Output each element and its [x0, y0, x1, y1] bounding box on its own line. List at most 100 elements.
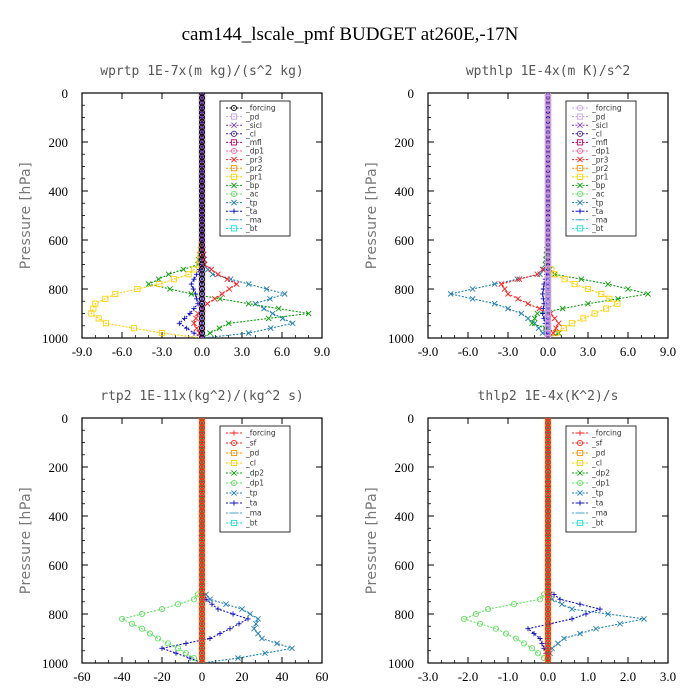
data-point-forcing: [545, 601, 551, 607]
data-point-dp1: [472, 610, 480, 618]
legend-marker: [577, 430, 583, 436]
data-point-ta: [597, 606, 603, 612]
legend-marker: [576, 479, 584, 487]
data-point-forcing: [545, 449, 551, 455]
data-point-bp: [188, 290, 195, 297]
data-point-pr3: [226, 286, 233, 292]
data-area: [447, 93, 651, 338]
data-point-forcing: [545, 616, 551, 622]
data-point-forcing: [545, 528, 551, 534]
data-point-pr1: [551, 271, 558, 278]
data-point-ta: [159, 645, 165, 651]
data-point-bp: [145, 281, 152, 288]
data-point-tp: [223, 601, 229, 608]
data-point-bp: [534, 310, 541, 317]
data-point-ta: [191, 276, 197, 282]
data-point-ta: [569, 616, 575, 622]
data-point-forcing: [199, 513, 205, 519]
data-point-forcing: [199, 621, 205, 627]
legend-label: _tp: [591, 198, 604, 207]
data-point-pr3: [193, 315, 199, 322]
x-tick-label: 3.0: [660, 669, 676, 684]
legend-marker: [576, 104, 584, 112]
x-tick-label: 20: [236, 669, 249, 684]
data-point-tp: [255, 630, 261, 637]
legend-marker: [577, 490, 583, 496]
x-tick-label: -60: [73, 669, 90, 684]
data-point-forcing: [199, 425, 205, 431]
data-point-ta: [577, 601, 583, 607]
data-point-forcing: [545, 591, 551, 597]
data-point-forcing: [199, 498, 205, 504]
data-point-tp: [245, 330, 252, 337]
x-tick-label: -6.0: [458, 344, 479, 359]
data-point-forcing: [199, 655, 205, 661]
data-point-tp: [252, 300, 259, 307]
legend-marker: [576, 113, 584, 120]
data-point-pr3: [550, 330, 557, 337]
legend: _forcing_sf_pd_cl_dp2_dp1_tp_ta_ma_bt: [565, 425, 637, 533]
legend-marker: [577, 500, 583, 506]
data-point-dp1: [484, 606, 492, 613]
legend-marker: [576, 165, 584, 172]
data-point-dp1: [158, 606, 166, 613]
data-point-ta: [173, 650, 179, 656]
data-point-forcing: [199, 449, 205, 455]
y-axis-label: Pressure [hPa]: [364, 162, 380, 269]
data-point-ta: [190, 286, 196, 292]
data-point-tp: [469, 295, 476, 302]
data-point-pr3: [204, 300, 211, 307]
data-point-pr3: [233, 281, 240, 288]
data-point-forcing: [198, 334, 206, 338]
data-point-forcing: [545, 439, 551, 446]
data-area: [118, 418, 295, 663]
data-point-forcing: [199, 469, 205, 475]
data-point-bp: [275, 305, 282, 312]
data-point-tp: [239, 606, 245, 613]
data-point-forcing: [199, 586, 205, 593]
y-tick-label: 0: [408, 86, 415, 101]
legend-label: _bt: [245, 224, 258, 233]
data-point-ta: [182, 315, 188, 321]
data-point-forcing: [199, 444, 205, 450]
legend-label: _bt: [591, 224, 604, 233]
data-point-tp: [617, 620, 623, 627]
data-point-bp: [165, 271, 172, 278]
data-point-dp1: [174, 645, 182, 652]
data-point-forcing: [545, 582, 551, 588]
legend-marker: [231, 208, 237, 214]
data-point-tp: [577, 630, 583, 637]
data-point-pr3: [525, 300, 531, 307]
x-tick-label: 9.0: [660, 344, 676, 359]
legend-marker: [231, 122, 237, 129]
data-point-tp: [561, 635, 567, 642]
data-point-forcing: [545, 503, 551, 509]
y-axis-label: Pressure [hPa]: [18, 162, 34, 269]
data-point-tp: [447, 290, 454, 297]
data-point-forcing: [545, 542, 551, 548]
legend-label: _dp1: [591, 147, 610, 156]
data-point-forcing: [199, 547, 205, 553]
legend: _forcing_pd_sicl_cl_mfl_dp1_pr3_pr2_pr1_…: [219, 100, 291, 237]
data-point-pr1: [602, 305, 610, 312]
data-point-bp: [547, 266, 553, 273]
legend-label: _ta: [591, 499, 603, 508]
legend-marker: [577, 122, 583, 129]
data-point-tp: [235, 655, 241, 662]
data-point-ta: [236, 621, 242, 627]
data-point-pr1: [598, 290, 605, 297]
data-point-forcing: [199, 454, 205, 460]
legend-label: _pr2: [245, 164, 263, 173]
legend-label: _pd: [591, 112, 606, 121]
series-line-tp: [450, 93, 549, 338]
legend-marker: [230, 190, 238, 198]
legend-label: _ma: [245, 509, 262, 518]
data-point-dp1: [520, 640, 528, 647]
data-point-tp: [593, 625, 599, 632]
series-line-ta: [178, 93, 203, 338]
data-point-tp: [267, 325, 274, 332]
data-point-forcing: [199, 606, 205, 612]
data-point-pr1: [584, 285, 592, 293]
data-point-bp: [585, 300, 591, 307]
